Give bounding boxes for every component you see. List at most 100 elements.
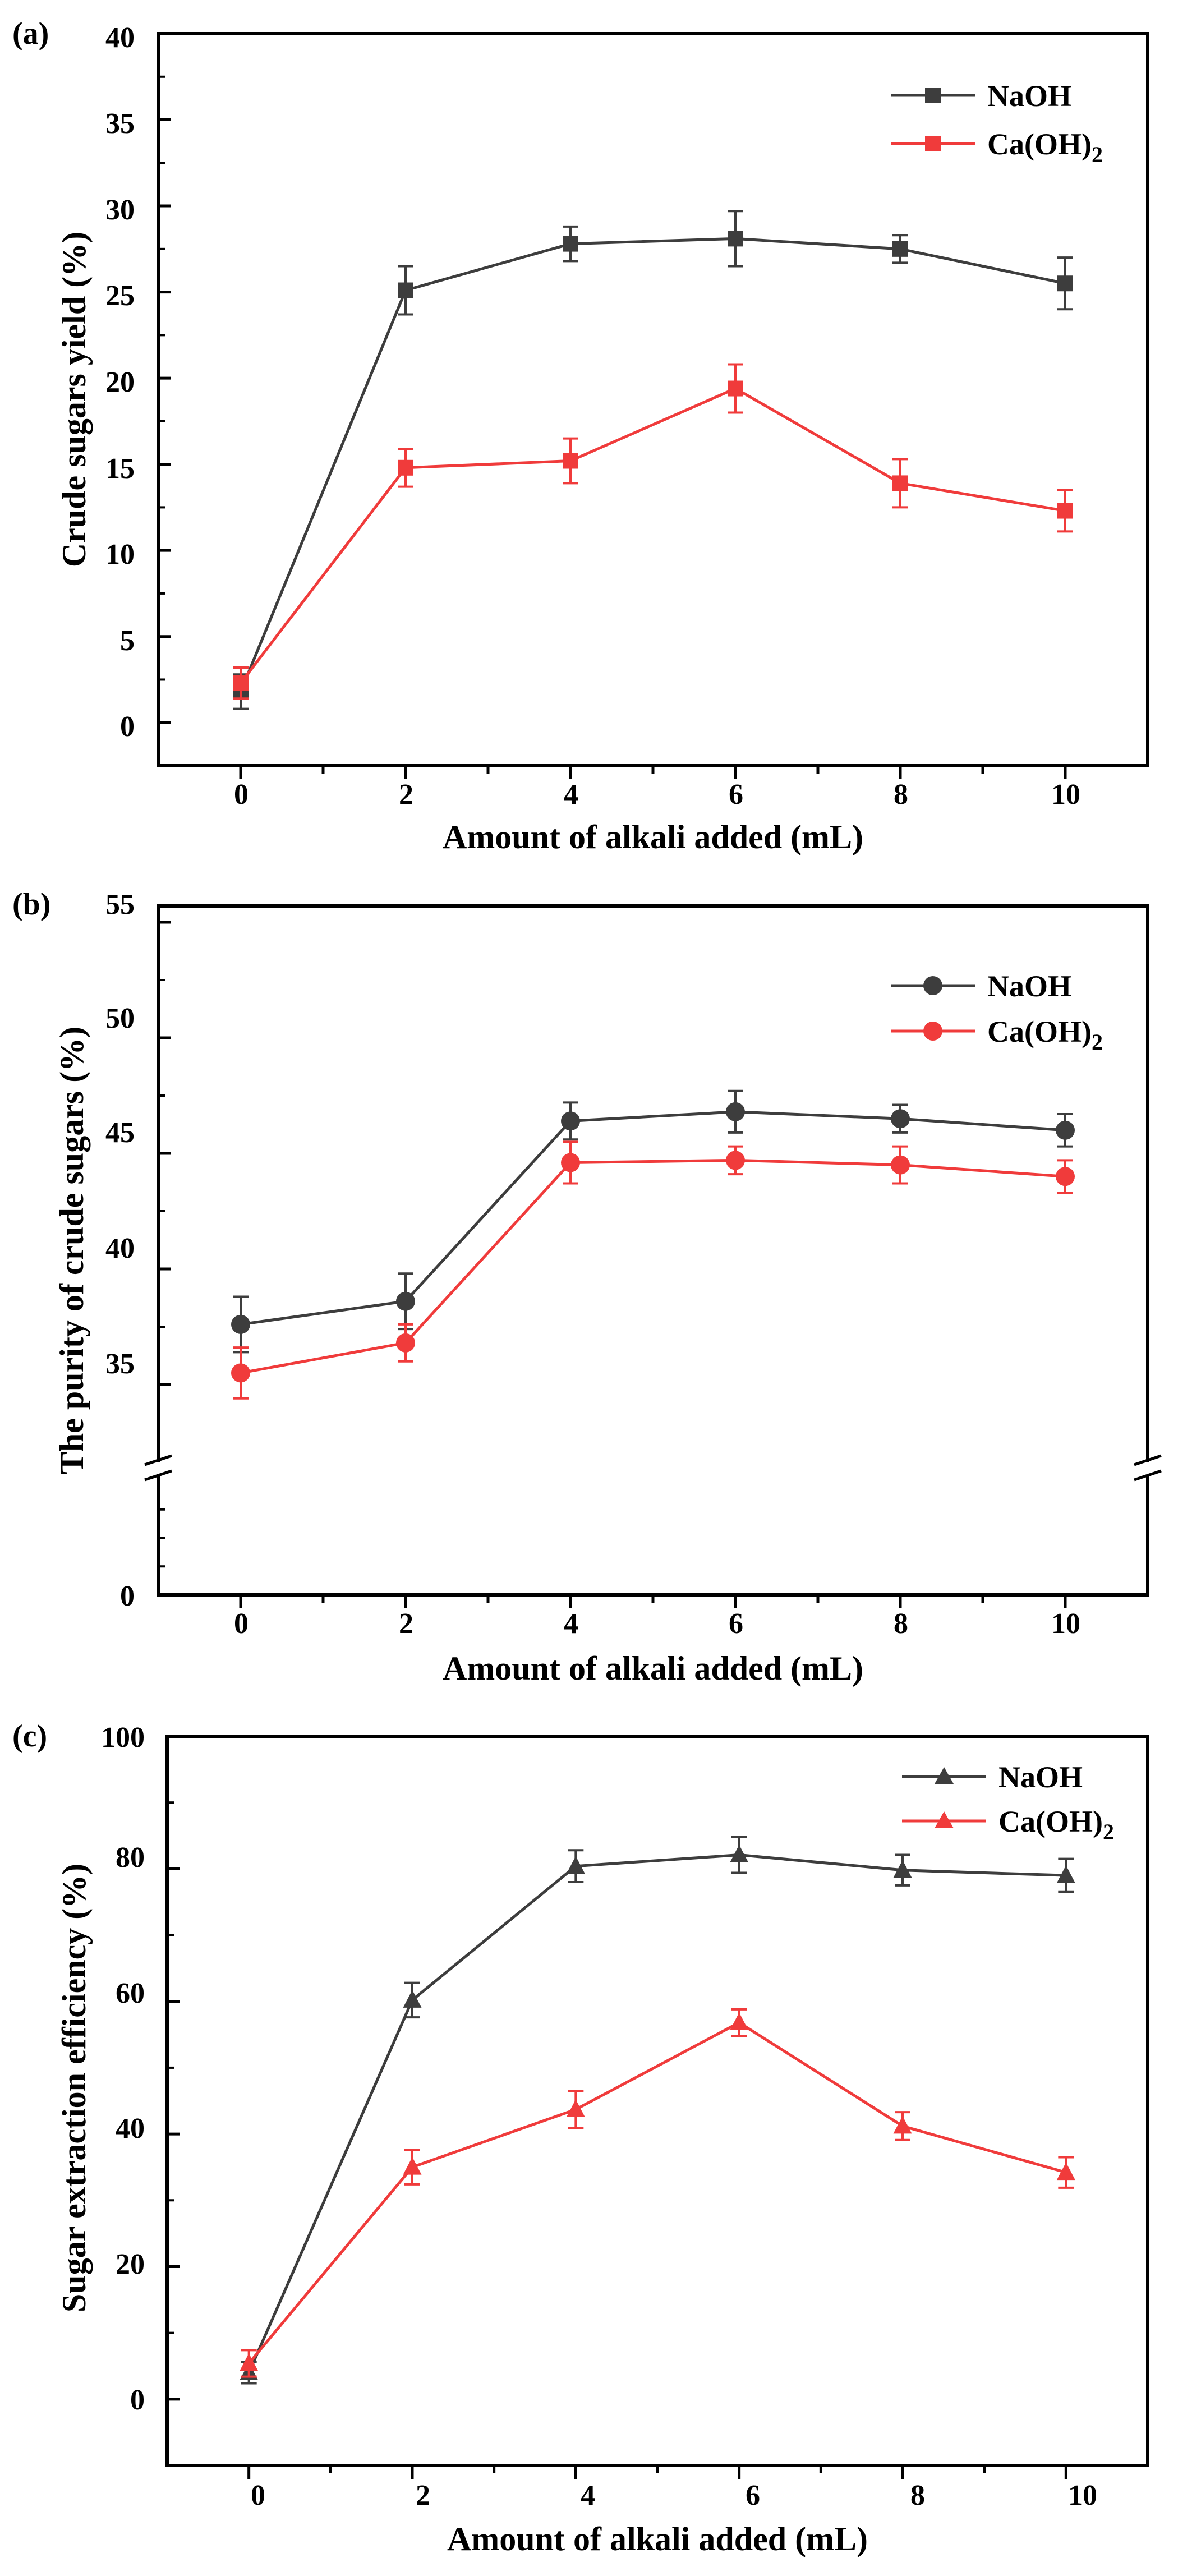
x-ticks-b: 0 2 4 6 8 10 bbox=[234, 1608, 1080, 1640]
data-point-naoh bbox=[893, 1860, 912, 1878]
legend-marker-caoh2 bbox=[935, 1811, 954, 1828]
legend-a: NaOH Ca(OH)2 bbox=[891, 79, 1103, 167]
data-point-naoh bbox=[403, 1990, 422, 2008]
data-point-naoh bbox=[566, 1856, 585, 1874]
y-ticks-b: 0 35 40 45 50 55 bbox=[105, 889, 135, 1612]
y-tick-label: 15 bbox=[105, 453, 135, 485]
series-line-naoh bbox=[247, 1853, 1066, 2373]
legend-b: NaOH Ca(OH)2 bbox=[891, 969, 1103, 1055]
chart-panel-c: (c) 0 20 40 60 80 100 0 2 4 6 8 10 Amoun… bbox=[12, 1719, 1149, 2557]
data-point-caoh2 bbox=[1056, 2162, 1075, 2181]
data-point-caoh2 bbox=[396, 1333, 415, 1353]
data-point-naoh bbox=[561, 1111, 580, 1131]
x-tick-label: 10 bbox=[1051, 1608, 1080, 1640]
y-axis-title-c: Sugar extraction efficiency (%) bbox=[56, 1864, 93, 2312]
x-tick-label: 6 bbox=[746, 2480, 760, 2511]
x-axis-title-c: Amount of alkali added (mL) bbox=[447, 2520, 868, 2557]
x-tick-label: 0 bbox=[234, 1608, 249, 1640]
y-ticks-a: 0 5 10 15 20 25 30 35 40 bbox=[105, 22, 135, 743]
y-tick-label: 35 bbox=[105, 108, 135, 140]
data-point-caoh2 bbox=[728, 380, 743, 397]
x-tick-label: 4 bbox=[564, 779, 578, 811]
chart-panel-b: (b) 0 35 40 45 50 55 0 2 4 6 8 10 Amount… bbox=[12, 887, 1162, 1687]
x-tick-label: 2 bbox=[416, 2480, 430, 2511]
legend-c: NaOH Ca(OH)2 bbox=[902, 1760, 1114, 1844]
series-line-caoh2 bbox=[240, 387, 1066, 684]
panel-label-a: (a) bbox=[12, 16, 49, 51]
data-point-caoh2 bbox=[1056, 1167, 1075, 1186]
y-axis-title-b: The purity of crude sugars (%) bbox=[53, 1027, 90, 1474]
legend-label-caoh2-main: Ca(OH) bbox=[998, 1805, 1103, 1838]
y-tick-label: 35 bbox=[105, 1348, 135, 1380]
axis-break-mark bbox=[1134, 1454, 1162, 1466]
data-point-caoh2 bbox=[893, 2115, 912, 2134]
data-point-naoh bbox=[1056, 1120, 1075, 1140]
series-line-caoh2 bbox=[240, 1158, 1066, 1374]
x-tick-label: 0 bbox=[251, 2480, 265, 2511]
y-tick-label: 50 bbox=[105, 1002, 135, 1034]
x-tick-label: 8 bbox=[910, 2480, 925, 2511]
data-marks-b bbox=[158, 921, 1075, 1608]
data-point-naoh bbox=[231, 1314, 250, 1334]
x-ticks-a: 0 2 4 6 8 10 bbox=[234, 779, 1080, 811]
x-tick-label: 2 bbox=[399, 779, 413, 811]
series-line-naoh bbox=[239, 237, 1066, 692]
y-tick-label: 30 bbox=[105, 194, 135, 226]
y-tick-label: 10 bbox=[105, 539, 135, 571]
y-tick-label: 0 bbox=[130, 2384, 145, 2416]
y-tick-label: 0 bbox=[120, 1580, 135, 1612]
x-tick-label: 8 bbox=[894, 779, 908, 811]
data-point-caoh2 bbox=[891, 1155, 910, 1175]
axis-break-b bbox=[144, 1454, 1162, 1482]
legend-marker-naoh bbox=[923, 976, 942, 995]
x-tick-label: 4 bbox=[564, 1608, 578, 1640]
data-point-naoh bbox=[891, 1109, 910, 1129]
y-tick-label: 55 bbox=[105, 889, 135, 921]
data-point-caoh2 bbox=[233, 675, 249, 691]
y-tick-label: 5 bbox=[120, 625, 135, 657]
legend-label-caoh2-sub: 2 bbox=[1092, 1029, 1103, 1055]
y-tick-label: 100 bbox=[101, 1722, 145, 1754]
legend-marker-caoh2 bbox=[923, 1022, 942, 1041]
chart-panel-a: (a) 0 5 10 15 20 25 30 35 40 0 2 4 6 8 1… bbox=[12, 16, 1149, 855]
y-tick-label: 20 bbox=[105, 366, 135, 398]
series-line-caoh2 bbox=[247, 2021, 1067, 2365]
y-tick-label: 25 bbox=[105, 280, 135, 312]
panel-label-c: (c) bbox=[12, 1719, 47, 1754]
x-ticks-c: 0 2 4 6 8 10 bbox=[251, 2480, 1097, 2511]
x-tick-label: 10 bbox=[1068, 2480, 1097, 2511]
x-axis-title-a: Amount of alkali added (mL) bbox=[443, 818, 863, 855]
data-point-caoh2 bbox=[403, 2157, 422, 2175]
data-point-naoh bbox=[728, 231, 743, 247]
panel-label-b: (b) bbox=[12, 887, 50, 922]
legend-marker-naoh bbox=[935, 1767, 954, 1784]
data-point-naoh bbox=[396, 1291, 415, 1311]
y-tick-label: 40 bbox=[105, 22, 135, 54]
legend-label-naoh: NaOH bbox=[987, 79, 1071, 113]
legend-label-caoh2-sub: 2 bbox=[1092, 142, 1103, 167]
x-axis-title-b: Amount of alkali added (mL) bbox=[443, 1650, 863, 1687]
x-tick-label: 8 bbox=[894, 1608, 908, 1640]
axis-break-mark bbox=[1134, 1469, 1162, 1482]
y-axis-title-a: Crude sugars yield (%) bbox=[56, 232, 93, 567]
data-point-naoh bbox=[563, 236, 578, 252]
axis-break-mark bbox=[144, 1454, 172, 1466]
legend-marker-naoh bbox=[925, 88, 941, 103]
legend-label-caoh2: Ca(OH)2 bbox=[998, 1805, 1114, 1844]
legend-label-caoh2-main: Ca(OH) bbox=[987, 127, 1092, 161]
data-point-caoh2 bbox=[726, 1151, 745, 1170]
data-point-naoh bbox=[1057, 275, 1073, 292]
axis-break-mark bbox=[144, 1469, 172, 1482]
data-point-caoh2 bbox=[892, 475, 908, 491]
x-tick-label: 6 bbox=[729, 779, 743, 811]
data-point-naoh bbox=[398, 282, 413, 298]
y-ticks-c: 0 20 40 60 80 100 bbox=[101, 1722, 145, 2416]
y-tick-label: 0 bbox=[120, 711, 135, 743]
legend-label-naoh: NaOH bbox=[987, 969, 1071, 1003]
legend-label-caoh2: Ca(OH)2 bbox=[987, 127, 1103, 167]
legend-label-caoh2: Ca(OH)2 bbox=[987, 1015, 1103, 1055]
x-tick-label: 2 bbox=[399, 1608, 413, 1640]
data-point-caoh2 bbox=[730, 2012, 749, 2031]
y-tick-label: 20 bbox=[116, 2248, 145, 2280]
data-point-naoh bbox=[892, 241, 908, 257]
